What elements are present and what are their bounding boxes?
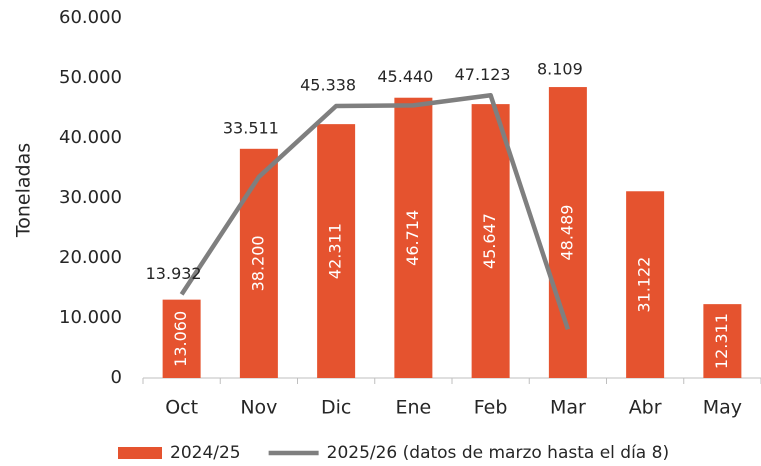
- bar: [317, 124, 356, 378]
- line-value-label: 33.511: [223, 118, 279, 137]
- bar: [239, 148, 278, 378]
- y-tick-label: 10.000: [59, 307, 122, 328]
- y-tick-label: 50.000: [59, 67, 122, 88]
- x-tick-label: Ene: [396, 397, 432, 419]
- y-tick-label: 30.000: [59, 187, 122, 208]
- bar: [162, 299, 201, 378]
- line-value-label: 45.440: [377, 67, 433, 86]
- x-tick-label: Oct: [165, 397, 198, 419]
- bar-value-label: 38.200: [248, 235, 267, 291]
- bar-value-label: 13.060: [171, 311, 190, 367]
- legend-swatch: [118, 447, 162, 459]
- line-value-label: 13.932: [146, 264, 202, 283]
- bar-value-label: 31.122: [635, 257, 654, 313]
- y-axis-label: Toneladas: [13, 143, 35, 238]
- bar: [394, 97, 433, 378]
- x-tick-label: Nov: [240, 397, 277, 419]
- bar-value-label: 12.311: [712, 313, 731, 369]
- bar: [626, 191, 665, 378]
- y-tick-label: 60.000: [59, 7, 122, 28]
- bar-value-label: 42.311: [326, 223, 345, 279]
- x-tick-label: Abr: [629, 397, 662, 419]
- y-tick-label: 0: [111, 367, 122, 388]
- bar-value-label: 45.647: [480, 213, 499, 269]
- y-tick-label: 20.000: [59, 247, 122, 268]
- line-value-label: 45.338: [300, 75, 356, 94]
- line-value-label: 47.123: [455, 65, 511, 84]
- legend-label: 2024/25: [170, 443, 241, 463]
- x-tick-label: Mar: [550, 397, 586, 419]
- y-tick-label: 40.000: [59, 127, 122, 148]
- bar: [548, 87, 587, 378]
- bar-value-label: 46.714: [403, 210, 422, 266]
- x-tick-label: Feb: [474, 397, 508, 419]
- bar-value-label: 48.489: [557, 205, 576, 261]
- line-value-label: 8.109: [537, 60, 583, 79]
- x-tick-label: Dic: [321, 397, 351, 419]
- bar: [471, 104, 510, 379]
- legend-label: 2025/26 (datos de marzo hasta el día 8): [327, 443, 669, 463]
- x-tick-label: May: [703, 397, 742, 419]
- line: [179, 93, 571, 331]
- bar: [703, 304, 742, 378]
